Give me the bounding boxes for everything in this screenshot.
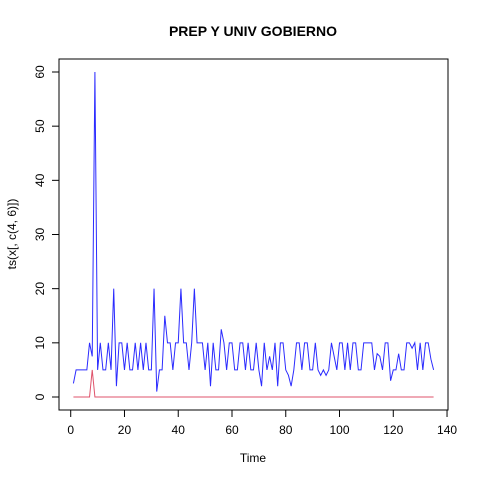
plot-box <box>58 58 449 411</box>
x-tick-label: 100 <box>329 423 349 437</box>
series-line <box>73 369 434 398</box>
x-tick-label: 20 <box>118 423 132 437</box>
y-tick-label: 20 <box>33 282 47 296</box>
y-tick-label: 30 <box>33 228 47 242</box>
y-tick-label: 0 <box>33 393 47 400</box>
x-tick-label: 80 <box>279 423 293 437</box>
x-tick-label: 120 <box>383 423 403 437</box>
y-tick-label: 50 <box>33 119 47 133</box>
series-line <box>72 71 435 392</box>
x-tick-label: 40 <box>172 423 186 437</box>
x-tick-label: 60 <box>225 423 239 437</box>
y-tick-label: 40 <box>33 173 47 187</box>
y-axis-label: ts(x[, c(4, 6)]) <box>5 199 19 270</box>
x-tick-label: 0 <box>67 423 74 437</box>
chart-title: PREP Y UNIV GOBIERNO <box>169 23 337 39</box>
x-axis-label: Time <box>240 451 267 465</box>
x-tick-label: 140 <box>437 423 457 437</box>
y-tick-label: 60 <box>33 65 47 79</box>
y-tick-label: 10 <box>33 336 47 350</box>
